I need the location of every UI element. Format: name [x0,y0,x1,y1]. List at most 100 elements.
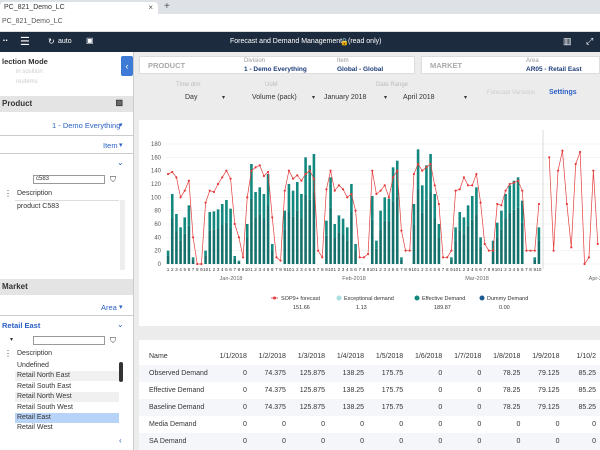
bar[interactable] [466,205,470,226]
forecast-point[interactable] [333,189,336,192]
bar[interactable] [370,196,374,220]
column-header[interactable]: 1/6/2018 [414,353,443,360]
bar[interactable] [437,238,441,264]
table-row[interactable]: Media Demand 0 0 0 0 0 0 0 0 0 0 [139,416,600,433]
bar[interactable] [312,192,316,265]
table-cell[interactable]: 78.25 [485,365,525,382]
bar[interactable] [333,224,337,238]
bar[interactable] [370,219,374,264]
expand-icon[interactable]: ⤢ [586,36,594,46]
bar[interactable] [270,244,274,251]
bar[interactable] [237,260,241,262]
forecast-point[interactable] [458,188,461,191]
legend-name[interactable]: Dummy Demand [487,296,528,302]
forecast-point[interactable] [337,184,341,187]
bar[interactable] [454,240,457,264]
bar[interactable] [225,200,228,223]
table-cell[interactable]: 0 [211,433,251,450]
bar[interactable] [262,218,266,265]
forecast-point[interactable] [508,182,511,186]
address-bar[interactable]: PC_821_Demo_LC [0,14,600,32]
bar[interactable] [466,225,470,264]
forecast-point[interactable] [312,177,316,180]
bar[interactable] [379,210,382,230]
more-icon[interactable]: ⋮ [4,349,12,358]
forecast-point[interactable] [487,249,491,252]
table-cell[interactable]: 85.25 [563,399,600,416]
table-cell[interactable]: 0 [446,365,486,382]
bar[interactable] [450,257,453,260]
forecast-point[interactable] [475,172,478,176]
export-icon[interactable]: ▣ [86,36,94,45]
forecast-point[interactable] [191,236,195,239]
bar[interactable] [508,185,512,213]
chevron-down-icon[interactable]: ▾ [119,304,123,311]
table-cell[interactable]: 0 [407,433,447,450]
column-header[interactable]: Name [149,353,168,360]
column-header[interactable]: 1/10/2 [576,353,596,360]
bar[interactable] [304,194,307,264]
bar[interactable] [212,211,216,230]
product-division-dropdown[interactable]: 1 - Demo Everything [52,121,121,130]
future-forecast-point[interactable] [561,149,564,152]
bar[interactable] [504,194,507,219]
bar[interactable] [354,251,357,264]
forecast-point[interactable] [366,252,370,256]
market-level-dropdown[interactable]: Area [101,303,117,312]
table-cell[interactable]: 74.375 [264,387,286,394]
forecast-point[interactable] [500,204,503,207]
bar[interactable] [345,227,349,241]
date-to-dropdown[interactable]: April 2018 [403,94,435,101]
column-header[interactable]: 1/3/2018 [297,353,325,360]
close-icon[interactable]: × [148,3,153,12]
forecast-point[interactable] [471,184,474,187]
forecast-point[interactable] [271,216,274,219]
bar[interactable] [270,251,274,264]
forecast-point[interactable] [429,162,432,166]
bar[interactable] [208,230,212,264]
chevron-left-icon[interactable]: ‹ [119,436,122,445]
chevron-down-icon[interactable]: ▾ [384,95,388,101]
chevron-down-icon[interactable]: ⌄ [117,158,124,167]
forecast-point[interactable] [241,256,245,259]
forecast-point[interactable] [200,262,203,266]
forecast-point[interactable] [166,172,170,176]
table-row[interactable]: SA Demand 0 0 0 0 0 0 0 0 0 0 [139,433,600,450]
bar[interactable] [508,212,512,264]
bar[interactable] [475,187,478,215]
product-search-input[interactable]: c583 [33,175,105,184]
bar[interactable] [291,216,295,264]
bar[interactable] [416,189,420,264]
scrollbar-thumb[interactable] [119,362,123,382]
forecast-point[interactable] [237,236,241,239]
legend-name[interactable]: Exceptional demand [344,296,394,302]
bar[interactable] [262,194,266,219]
table-row[interactable]: Effective Demand 0 74.375 125.875 138.25 175.… [139,382,600,399]
bar[interactable] [329,177,332,208]
bar[interactable] [516,177,520,208]
forecast-point[interactable] [358,256,361,259]
bar[interactable] [291,190,295,217]
bar[interactable] [387,198,391,222]
table-cell[interactable]: 85.25 [563,365,600,382]
bar[interactable] [245,224,249,238]
bar[interactable] [329,207,332,264]
table-cell[interactable]: 0 [446,433,486,450]
forecast-point[interactable] [279,259,282,262]
table-cell[interactable]: 0 [211,399,251,416]
bar[interactable] [375,248,378,264]
future-forecast-point[interactable] [592,169,595,172]
bar[interactable] [420,185,424,213]
forecast-point[interactable] [421,169,424,172]
table-cell[interactable]: 0 [250,433,290,450]
bar[interactable] [479,237,482,247]
bar[interactable] [391,167,395,202]
table-row[interactable]: Observed Demand 0 74.375 125.875 138.25 175.7… [139,365,600,382]
table-cell[interactable]: 0 [524,433,564,450]
market-section-header[interactable]: Market [0,279,133,295]
forecast-point[interactable] [533,249,536,252]
forecast-point[interactable] [525,249,528,252]
bar[interactable] [175,214,178,232]
forecast-point[interactable] [233,222,236,226]
product-filter-box[interactable]: PRODUCT Division 1 - Demo Everything Ite… [139,56,415,74]
